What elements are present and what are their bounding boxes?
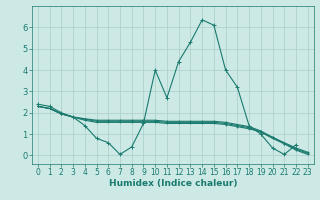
X-axis label: Humidex (Indice chaleur): Humidex (Indice chaleur): [108, 179, 237, 188]
